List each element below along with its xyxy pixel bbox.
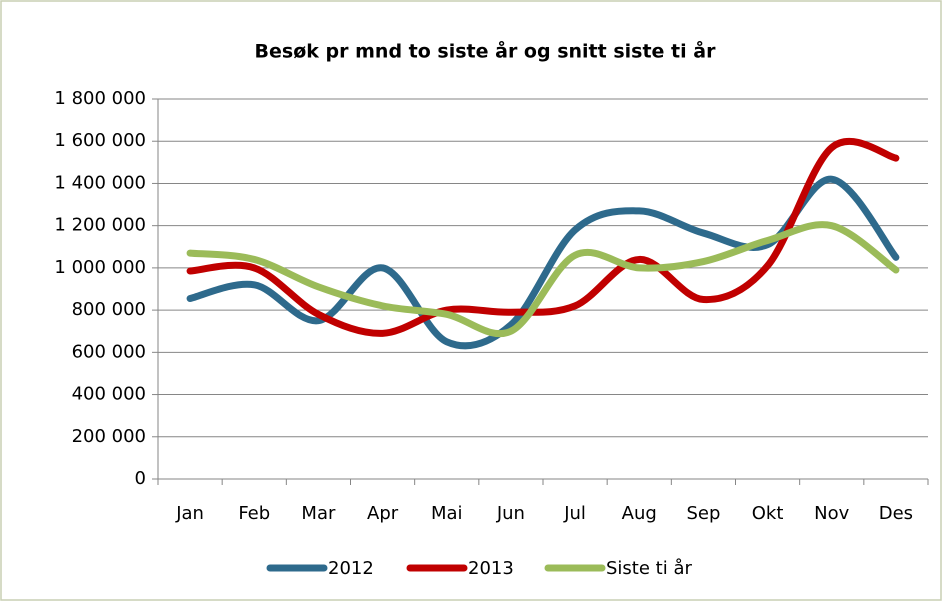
x-tick-label: Mar	[301, 503, 336, 524]
y-tick-label: 200 000	[72, 426, 146, 447]
y-tick-label: 1 400 000	[54, 172, 146, 193]
y-tick-label: 1 000 000	[54, 257, 146, 278]
y-tick-label: 600 000	[72, 341, 146, 362]
x-tick-label: Des	[879, 503, 913, 524]
legend-label: Siste ti år	[606, 558, 692, 579]
legend-label: 2013	[468, 558, 514, 579]
y-tick-label: 1 200 000	[54, 215, 146, 236]
x-tick-label: Jan	[175, 503, 204, 524]
x-tick-label: Apr	[367, 503, 399, 524]
x-tick-label: Okt	[752, 503, 784, 524]
x-tick-label: Nov	[814, 503, 849, 524]
y-tick-label: 800 000	[72, 299, 146, 320]
x-tick-label: Jul	[563, 503, 586, 524]
series-line	[186, 137, 900, 337]
y-tick-label: 1 600 000	[54, 130, 146, 151]
x-tick-label: Sep	[686, 503, 720, 524]
legend-label: 2012	[328, 558, 374, 579]
x-tick-label: Feb	[238, 503, 270, 524]
x-tick-label: Mai	[431, 503, 463, 524]
y-tick-label: 1 800 000	[54, 88, 146, 109]
chart-title: Besøk pr mnd to siste år og snitt siste …	[255, 39, 717, 63]
x-tick-label: Aug	[622, 503, 657, 524]
x-tick-label: Jun	[496, 503, 525, 524]
y-tick-label: 0	[135, 468, 146, 489]
y-tick-label: 400 000	[72, 384, 146, 405]
series-line	[186, 221, 900, 338]
